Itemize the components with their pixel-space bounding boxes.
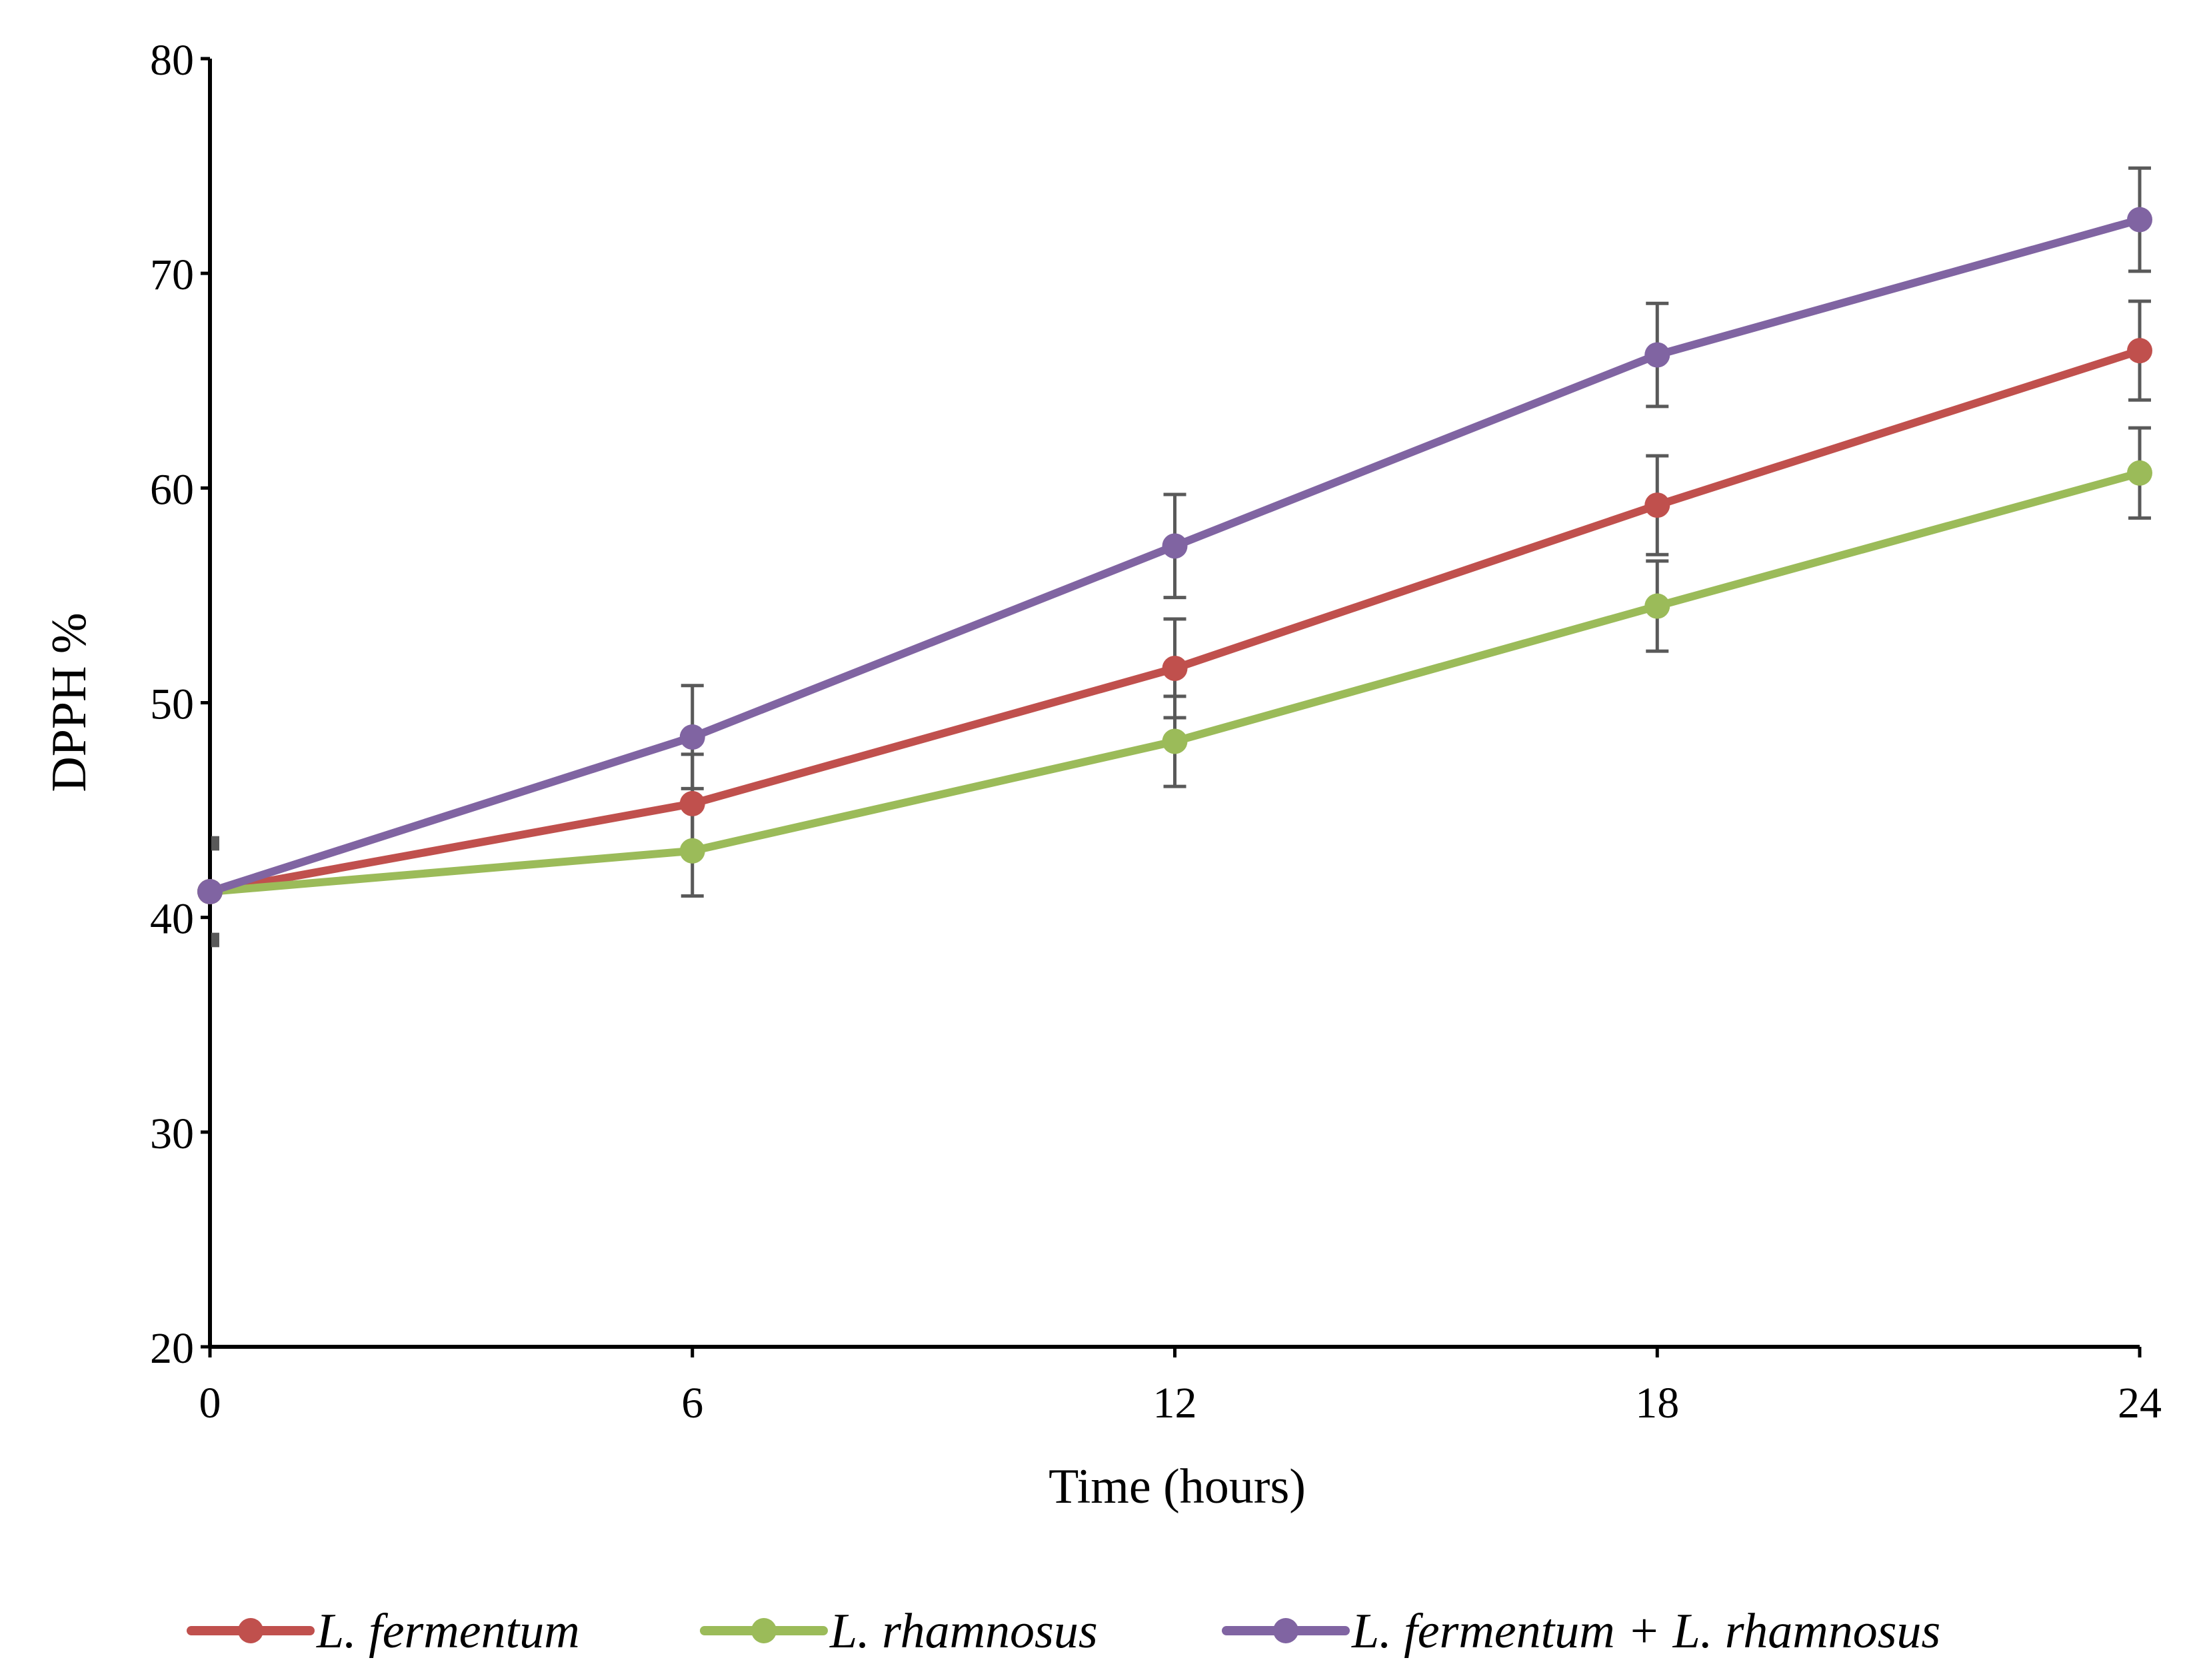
ticks-layer: 20 30 40 50 60 70 80 0 6 12 18 24 <box>150 36 2162 1427</box>
error-bar <box>211 836 219 948</box>
data-point-series-2 <box>1162 728 1188 754</box>
x-tick-label: 18 <box>1635 1379 1679 1427</box>
x-tick-label: 6 <box>681 1379 703 1427</box>
data-point-series-3 <box>2127 207 2152 233</box>
data-point-series-1 <box>1644 492 1670 518</box>
data-point-series-2 <box>2127 460 2152 486</box>
data-point-series-2 <box>679 838 705 864</box>
y-tick-label: 70 <box>150 251 194 299</box>
legend-item: L. fermentum + L. rhamnosus <box>1222 1604 1940 1659</box>
legend-label: L. rhamnosus <box>829 1604 1098 1659</box>
y-tick-label: 80 <box>150 36 194 85</box>
legend-swatch-marker <box>1273 1618 1298 1643</box>
markers-layer <box>197 207 2152 905</box>
legend-label: L. fermentum <box>316 1604 580 1659</box>
y-axis-title: DPPH % <box>42 612 97 792</box>
legend-item: L. rhamnosus <box>700 1604 1098 1659</box>
data-point-series-3 <box>197 879 223 905</box>
x-tick-label: 0 <box>199 1379 221 1427</box>
x-tick-label: 12 <box>1153 1379 1197 1427</box>
data-point-series-3 <box>1644 342 1670 368</box>
x-axis-title: Time (hours) <box>1049 1459 1306 1514</box>
legend-label: L. fermentum + L. rhamnosus <box>1351 1604 1940 1659</box>
data-point-series-3 <box>679 724 705 750</box>
legend: L. fermentum L. rhamnosus L. fermentum + L… <box>187 1604 1940 1659</box>
x-tick-label: 24 <box>2118 1379 2162 1427</box>
data-point-series-1 <box>679 790 705 816</box>
legend-swatch-marker <box>751 1618 777 1643</box>
legend-swatch-marker <box>238 1618 263 1643</box>
y-tick-label: 60 <box>150 465 194 514</box>
y-tick-label: 50 <box>150 680 194 729</box>
data-point-series-2 <box>1644 593 1670 619</box>
data-point-series-3 <box>1162 533 1188 559</box>
legend-item: L. fermentum <box>187 1604 580 1659</box>
y-tick-label: 40 <box>150 895 194 944</box>
data-point-series-1 <box>1162 655 1188 681</box>
y-tick-label: 20 <box>150 1324 194 1373</box>
y-tick-label: 30 <box>150 1110 194 1158</box>
data-point-series-1 <box>2127 338 2152 364</box>
error-bar <box>211 842 219 941</box>
